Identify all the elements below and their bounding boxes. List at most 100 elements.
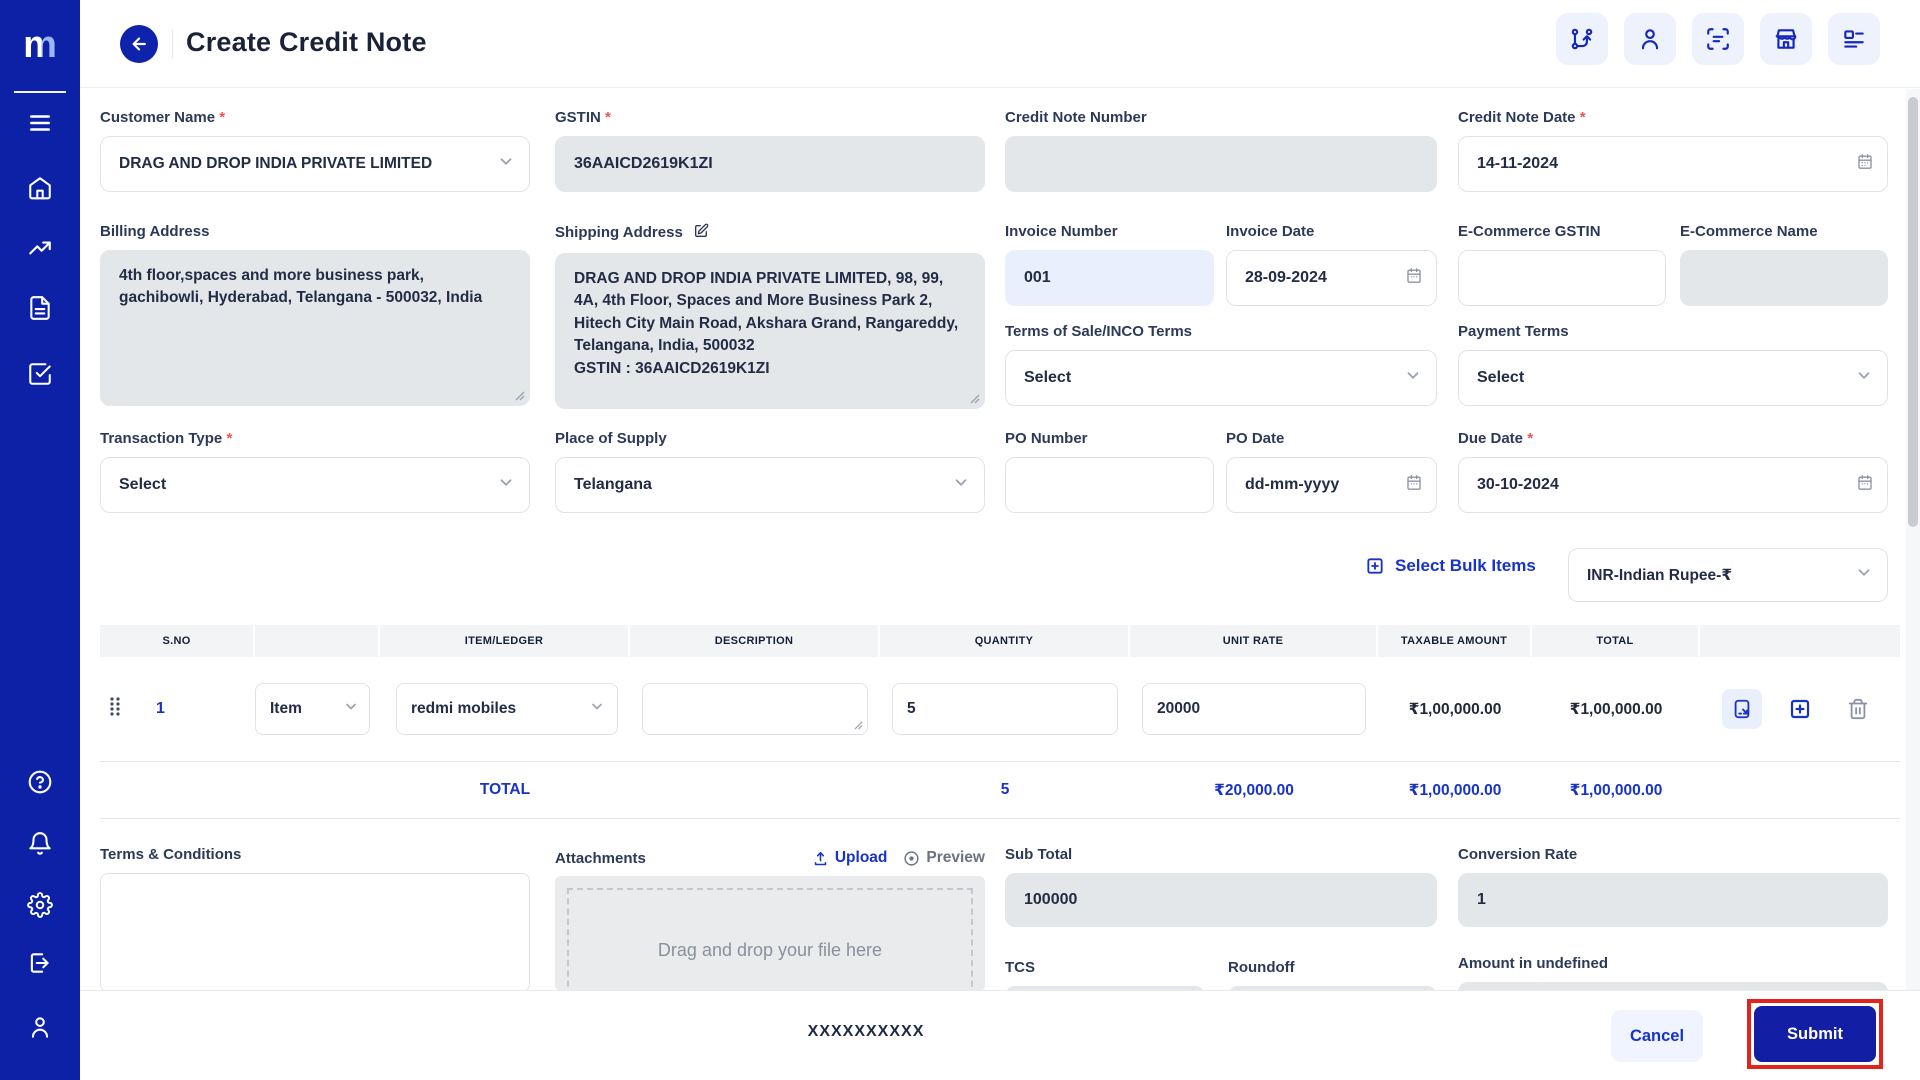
col-header-unit-rate: UNIT RATE bbox=[1130, 625, 1378, 657]
terms-conditions-label: Terms & Conditions bbox=[100, 846, 242, 863]
invoice-number-input[interactable]: 001 bbox=[1005, 250, 1214, 306]
terms-of-sale-select[interactable]: Select bbox=[1005, 350, 1437, 406]
chevron-down-icon bbox=[589, 699, 605, 720]
credit-note-number-label: Credit Note Number bbox=[1005, 109, 1147, 126]
col-header-total: TOTAL bbox=[1532, 625, 1700, 657]
customer-name-field: Customer Name * DRAG AND DROP INDIA PRIV… bbox=[100, 109, 530, 192]
watermark-text: XXXXXXXXXX bbox=[807, 1023, 925, 1040]
credit-note-number-field: Credit Note Number bbox=[1005, 109, 1437, 192]
po-number-field: PO Number bbox=[1005, 430, 1214, 513]
ecommerce-gstin-input[interactable] bbox=[1458, 250, 1666, 306]
workflow-icon[interactable] bbox=[1556, 13, 1608, 65]
ecommerce-name-label: E-Commerce Name bbox=[1680, 223, 1818, 240]
transaction-type-field: Transaction Type * Select bbox=[100, 430, 530, 513]
credit-note-date-label: Credit Note Date bbox=[1458, 109, 1576, 126]
description-textarea[interactable] bbox=[642, 683, 868, 735]
terms-conditions-textarea[interactable] bbox=[100, 873, 530, 990]
amount-in-label: Amount in undefined bbox=[1458, 955, 1608, 972]
item-ledger-select[interactable]: redmi mobiles bbox=[396, 683, 618, 735]
credit-note-date-value: 14-11-2024 bbox=[1477, 155, 1558, 172]
gstin-input: 36AAICD2619K1ZI bbox=[555, 136, 985, 192]
total-label: TOTAL bbox=[479, 781, 531, 798]
row-total-value: ₹1,00,000.00 bbox=[1569, 700, 1663, 718]
col-header-sno: S.NO bbox=[100, 625, 255, 657]
unit-rate-input[interactable]: 20000 bbox=[1142, 683, 1366, 735]
calendar-icon[interactable] bbox=[1406, 268, 1422, 289]
invoice-date-input[interactable]: 28-09-2024 bbox=[1226, 250, 1437, 306]
user-icon[interactable] bbox=[1624, 13, 1676, 65]
transaction-type-select[interactable]: Select bbox=[100, 457, 530, 513]
open-in-new-icon[interactable] bbox=[1722, 689, 1762, 729]
ecommerce-name-input bbox=[1680, 250, 1888, 306]
col-header-quantity: QUANTITY bbox=[880, 625, 1130, 657]
roundoff-label: Roundoff bbox=[1228, 959, 1295, 976]
edit-icon[interactable] bbox=[693, 223, 709, 243]
total-taxable-amount: ₹1,00,000.00 bbox=[1408, 781, 1502, 799]
preview-button[interactable]: Preview bbox=[903, 849, 985, 867]
scrollbar-thumb[interactable] bbox=[1908, 97, 1918, 527]
title-divider bbox=[172, 30, 173, 58]
header-icon-group bbox=[1556, 13, 1880, 65]
form-content: Customer Name * DRAG AND DROP INDIA PRIV… bbox=[80, 89, 1920, 990]
select-bulk-items-button[interactable]: Select Bulk Items bbox=[1365, 556, 1536, 576]
submit-highlight-box: Submit bbox=[1747, 999, 1883, 1069]
transaction-type-label: Transaction Type bbox=[100, 430, 223, 447]
person-icon[interactable] bbox=[0, 1005, 80, 1049]
payment-terms-select[interactable]: Select bbox=[1458, 350, 1888, 406]
terms-of-sale-field: Terms of Sale/INCO Terms Select bbox=[1005, 323, 1437, 406]
trending-up-icon[interactable] bbox=[0, 226, 80, 270]
check-square-icon[interactable] bbox=[0, 352, 80, 396]
file-dropzone[interactable]: Drag and drop your file here bbox=[555, 876, 985, 990]
dropzone-text: Drag and drop your file here bbox=[657, 940, 883, 960]
conversion-rate-input: 1 bbox=[1458, 873, 1888, 927]
submit-button[interactable]: Submit bbox=[1754, 1006, 1876, 1062]
customer-name-label: Customer Name bbox=[100, 109, 216, 126]
place-of-supply-select[interactable]: Telangana bbox=[555, 457, 985, 513]
po-date-label: PO Date bbox=[1226, 430, 1285, 447]
shipping-address-textarea: DRAG AND DROP INDIA PRIVATE LIMITED, 98,… bbox=[555, 253, 985, 409]
calendar-icon[interactable] bbox=[1406, 475, 1422, 496]
terms-of-sale-label: Terms of Sale/INCO Terms bbox=[1005, 323, 1193, 340]
layout-list-icon[interactable] bbox=[1828, 13, 1880, 65]
row-sno: 1 bbox=[156, 700, 165, 717]
calendar-icon[interactable] bbox=[1857, 475, 1873, 496]
quantity-input[interactable]: 5 bbox=[892, 683, 1118, 735]
chevron-down-icon bbox=[343, 699, 359, 720]
logout-icon[interactable] bbox=[0, 941, 80, 985]
shipping-address-field: Shipping Address DRAG AND DROP INDIA PRI… bbox=[555, 223, 985, 409]
billing-address-textarea: 4th floor,spaces and more business park,… bbox=[100, 250, 530, 406]
scan-icon[interactable] bbox=[1692, 13, 1744, 65]
home-icon[interactable] bbox=[0, 166, 80, 210]
due-date-input[interactable]: 30-10-2024 bbox=[1458, 457, 1888, 513]
plus-square-icon bbox=[1367, 558, 1383, 574]
upload-button[interactable]: Upload bbox=[812, 849, 887, 867]
shipping-address-label: Shipping Address bbox=[555, 224, 683, 241]
add-row-icon[interactable] bbox=[1780, 689, 1820, 729]
menu-icon[interactable] bbox=[0, 101, 80, 145]
cancel-button[interactable]: Cancel bbox=[1611, 1010, 1703, 1062]
document-icon[interactable] bbox=[0, 286, 80, 330]
drag-handle[interactable] bbox=[108, 696, 122, 723]
billing-address-label: Billing Address bbox=[100, 223, 210, 240]
delete-row-icon[interactable] bbox=[1838, 689, 1878, 729]
page-header: Create Credit Note bbox=[80, 0, 1920, 88]
bell-icon[interactable] bbox=[0, 822, 80, 866]
help-icon[interactable] bbox=[0, 760, 80, 804]
invoice-number-field: Invoice Number 001 bbox=[1005, 223, 1214, 306]
item-type-select[interactable]: Item bbox=[255, 683, 370, 735]
store-icon[interactable] bbox=[1760, 13, 1812, 65]
chevron-down-icon bbox=[952, 474, 970, 497]
items-table: S.NO ITEM/LEDGER DESCRIPTION QUANTITY UN… bbox=[100, 625, 1900, 819]
credit-note-date-input[interactable]: 14-11-2024 bbox=[1458, 136, 1888, 192]
scrollbar-track[interactable] bbox=[1906, 89, 1920, 990]
calendar-icon[interactable] bbox=[1857, 154, 1873, 175]
gear-icon[interactable] bbox=[0, 883, 80, 927]
currency-select[interactable]: INR-Indian Rupee-₹ bbox=[1568, 548, 1888, 602]
back-button[interactable] bbox=[120, 25, 158, 63]
po-date-input[interactable]: dd-mm-yyyy bbox=[1226, 457, 1437, 513]
table-row: 1 Item redmi mobiles bbox=[100, 657, 1900, 761]
app-logo[interactable]: m bbox=[0, 26, 80, 64]
po-number-input[interactable] bbox=[1005, 457, 1214, 513]
conversion-rate-field: Conversion Rate 1 bbox=[1458, 846, 1888, 927]
customer-name-select[interactable]: DRAG AND DROP INDIA PRIVATE LIMITED bbox=[100, 136, 530, 192]
